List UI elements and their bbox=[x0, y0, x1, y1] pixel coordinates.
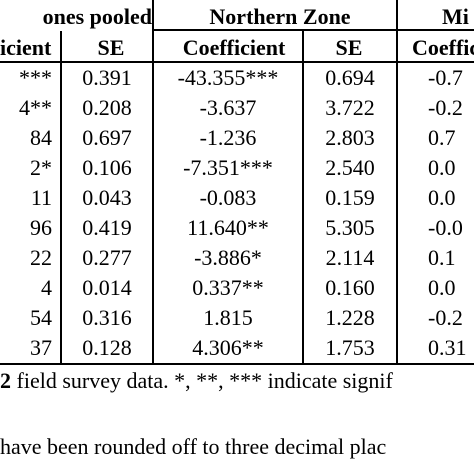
cell-se-pooled: 0.391 bbox=[82, 65, 132, 90]
column-header-se-pooled: SE bbox=[97, 35, 125, 60]
column-divider bbox=[396, 0, 398, 363]
table-bottom-rule bbox=[0, 363, 474, 365]
cell-coefficient-pooled: 4** bbox=[19, 95, 52, 120]
cell-coefficient-pooled: 84 bbox=[30, 125, 52, 150]
cell-coefficient-northern: -7.351*** bbox=[183, 155, 273, 180]
cell-coefficient-third: 0.0 bbox=[428, 275, 456, 300]
column-divider bbox=[152, 0, 154, 363]
cell-se-northern: 0.160 bbox=[325, 275, 375, 300]
cell-coefficient-northern: 0.337** bbox=[192, 275, 264, 300]
cell-se-pooled: 0.316 bbox=[82, 305, 132, 330]
cell-coefficient-third: 0.31 bbox=[428, 335, 467, 360]
table-row: 22 0.277 -3.886* 2.114 0.1 bbox=[0, 243, 474, 273]
table-row: 4 0.014 0.337** 0.160 0.0 bbox=[0, 273, 474, 303]
cell-se-northern: 2.803 bbox=[325, 125, 375, 150]
cell-coefficient-pooled: 11 bbox=[30, 185, 52, 210]
cell-coefficient-northern: 4.306** bbox=[192, 335, 264, 360]
cell-se-northern: 2.114 bbox=[325, 245, 375, 270]
column-divider bbox=[302, 31, 304, 363]
column-header-se-northern: SE bbox=[335, 35, 363, 60]
cell-se-northern: 1.753 bbox=[325, 335, 375, 360]
cell-coefficient-third: -0.2 bbox=[428, 95, 463, 120]
cell-se-northern: 3.722 bbox=[325, 95, 375, 120]
cell-coefficient-pooled: 4 bbox=[41, 275, 52, 300]
cell-coefficient-pooled: 22 bbox=[30, 245, 52, 270]
cell-coefficient-pooled: 2* bbox=[30, 155, 52, 180]
column-header-coefficient-pooled: icient bbox=[0, 35, 52, 60]
column-header-coefficient-northern: Coefficient bbox=[182, 35, 286, 60]
cell-coefficient-pooled: *** bbox=[19, 65, 52, 90]
cell-se-pooled: 0.014 bbox=[82, 275, 132, 300]
header-column-row: icient SE Coefficient SE Coeffic bbox=[0, 31, 474, 65]
note-year-digit: 2 bbox=[0, 368, 11, 393]
cell-coefficient-pooled: 96 bbox=[30, 215, 52, 240]
cell-coefficient-third: -0.7 bbox=[428, 65, 463, 90]
note-text: field survey data. *, **, *** indicate s… bbox=[11, 368, 393, 393]
column-header-coefficient-third: Coeffic bbox=[412, 35, 474, 60]
cell-coefficient-third: 0.1 bbox=[428, 245, 456, 270]
cell-coefficient-pooled: 54 bbox=[30, 305, 52, 330]
cell-se-pooled: 0.106 bbox=[82, 155, 132, 180]
cell-coefficient-third: 0.0 bbox=[428, 155, 456, 180]
group-header-northern-zone: Northern Zone bbox=[209, 4, 351, 29]
cell-coefficient-northern: 1.815 bbox=[203, 305, 253, 330]
cell-se-pooled: 0.128 bbox=[82, 335, 132, 360]
cell-se-northern: 2.540 bbox=[325, 155, 375, 180]
table-row: 11 0.043 -0.083 0.159 0.0 bbox=[0, 183, 474, 213]
table-row: 54 0.316 1.815 1.228 -0.2 bbox=[0, 303, 474, 333]
table-row: 84 0.697 -1.236 2.803 0.7 bbox=[0, 123, 474, 153]
cell-coefficient-northern: -3.886* bbox=[194, 245, 262, 270]
cell-se-northern: 1.228 bbox=[325, 305, 375, 330]
table-row: 4** 0.208 -3.637 3.722 -0.2 bbox=[0, 93, 474, 123]
header-bottom-rule bbox=[0, 61, 474, 63]
cell-coefficient-third: -0.2 bbox=[428, 305, 463, 330]
table-row: 96 0.419 11.640** 5.305 -0.0 bbox=[0, 213, 474, 243]
table-note-line-1: 2 field survey data. *, **, *** indicate… bbox=[0, 370, 393, 392]
table-row: 37 0.128 4.306** 1.753 0.31 bbox=[0, 333, 474, 363]
header-group-row: ones pooled Northern Zone Mi bbox=[0, 0, 474, 34]
cell-coefficient-third: -0.0 bbox=[428, 215, 463, 240]
table-row: *** 0.391 -43.355*** 0.694 -0.7 bbox=[0, 63, 474, 93]
cell-coefficient-northern: -43.355*** bbox=[177, 65, 279, 90]
cell-se-pooled: 0.043 bbox=[82, 185, 132, 210]
cell-se-pooled: 0.208 bbox=[82, 95, 132, 120]
cell-coefficient-northern: -3.637 bbox=[199, 95, 257, 120]
cell-coefficient-northern: -0.083 bbox=[199, 185, 257, 210]
group-header-zones-pooled: ones pooled bbox=[42, 4, 152, 29]
column-divider bbox=[60, 31, 62, 363]
cell-coefficient-third: 0.0 bbox=[428, 185, 456, 210]
cell-se-pooled: 0.419 bbox=[82, 215, 132, 240]
cell-se-northern: 5.305 bbox=[325, 215, 375, 240]
table-row: 2* 0.106 -7.351*** 2.540 0.0 bbox=[0, 153, 474, 183]
cell-coefficient-northern: 11.640** bbox=[187, 215, 269, 240]
cell-coefficient-third: 0.7 bbox=[428, 125, 456, 150]
cell-coefficient-pooled: 37 bbox=[30, 335, 52, 360]
cell-se-northern: 0.159 bbox=[325, 185, 375, 210]
cell-se-northern: 0.694 bbox=[325, 65, 375, 90]
header-underline bbox=[152, 29, 474, 31]
cell-se-pooled: 0.277 bbox=[82, 245, 132, 270]
cell-se-pooled: 0.697 bbox=[82, 125, 132, 150]
group-header-third-zone: Mi bbox=[442, 4, 469, 29]
table-note-line-2: have been rounded off to three decimal p… bbox=[0, 434, 387, 459]
cell-coefficient-northern: -1.236 bbox=[199, 125, 257, 150]
